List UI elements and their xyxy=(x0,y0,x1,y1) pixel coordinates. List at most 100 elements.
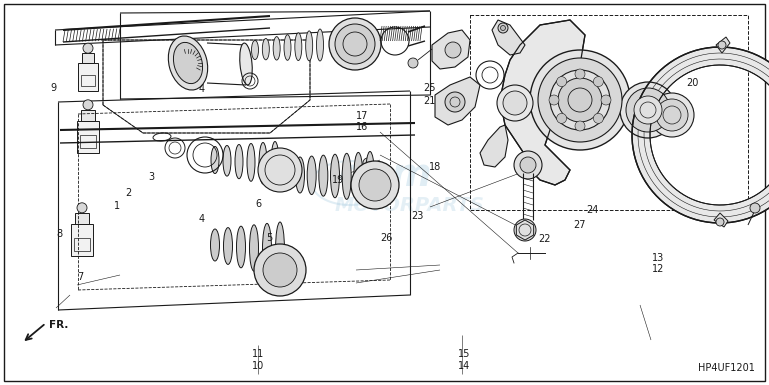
Ellipse shape xyxy=(262,38,269,60)
Ellipse shape xyxy=(275,222,285,278)
Circle shape xyxy=(445,92,465,112)
Circle shape xyxy=(335,24,375,64)
Ellipse shape xyxy=(224,228,232,264)
Circle shape xyxy=(575,121,585,131)
Polygon shape xyxy=(516,220,534,240)
Circle shape xyxy=(557,114,567,123)
Ellipse shape xyxy=(295,33,302,60)
Text: 13: 13 xyxy=(652,253,664,263)
Ellipse shape xyxy=(211,229,219,261)
Circle shape xyxy=(258,148,302,192)
Ellipse shape xyxy=(251,40,258,60)
Circle shape xyxy=(634,96,662,124)
Text: 4: 4 xyxy=(198,84,205,94)
Text: oem: oem xyxy=(338,156,432,194)
Polygon shape xyxy=(632,47,769,223)
Polygon shape xyxy=(492,20,525,55)
Circle shape xyxy=(263,253,297,287)
Text: 16: 16 xyxy=(356,122,368,132)
Ellipse shape xyxy=(295,157,305,193)
Circle shape xyxy=(558,78,602,122)
Text: 21: 21 xyxy=(424,96,436,106)
Text: 19: 19 xyxy=(332,175,345,185)
Text: 26: 26 xyxy=(380,233,392,243)
Ellipse shape xyxy=(305,31,313,61)
Circle shape xyxy=(497,85,533,121)
Text: 25: 25 xyxy=(424,83,436,93)
Bar xyxy=(359,177,377,203)
Text: 18: 18 xyxy=(429,162,441,172)
Circle shape xyxy=(363,158,373,168)
Text: 4: 4 xyxy=(198,214,205,224)
Ellipse shape xyxy=(284,35,291,60)
Bar xyxy=(75,213,89,224)
Polygon shape xyxy=(435,77,480,125)
Ellipse shape xyxy=(342,153,351,199)
Text: 17: 17 xyxy=(356,110,368,121)
Polygon shape xyxy=(480,125,508,167)
Circle shape xyxy=(549,95,559,105)
Ellipse shape xyxy=(262,223,271,275)
Polygon shape xyxy=(714,213,728,227)
Text: 5: 5 xyxy=(266,233,272,243)
Ellipse shape xyxy=(247,144,255,181)
Circle shape xyxy=(716,218,724,226)
Circle shape xyxy=(620,82,676,138)
Bar xyxy=(363,168,373,177)
Ellipse shape xyxy=(237,226,245,268)
Text: 23: 23 xyxy=(411,211,424,221)
Circle shape xyxy=(408,58,418,68)
Circle shape xyxy=(650,93,694,137)
Circle shape xyxy=(445,42,461,58)
Ellipse shape xyxy=(235,144,243,179)
Circle shape xyxy=(538,58,622,142)
Circle shape xyxy=(550,70,610,130)
Circle shape xyxy=(575,69,585,79)
Bar xyxy=(80,135,96,148)
Bar xyxy=(81,110,95,121)
Text: 20: 20 xyxy=(686,78,698,88)
Circle shape xyxy=(329,18,381,70)
Circle shape xyxy=(594,114,604,123)
Text: 1: 1 xyxy=(114,201,120,211)
Circle shape xyxy=(520,157,536,173)
Text: 7: 7 xyxy=(77,272,83,282)
Circle shape xyxy=(83,100,93,110)
Text: 22: 22 xyxy=(538,234,551,244)
Circle shape xyxy=(626,88,670,132)
Bar xyxy=(78,63,98,91)
Circle shape xyxy=(501,25,505,30)
Ellipse shape xyxy=(259,142,267,184)
Ellipse shape xyxy=(273,37,280,60)
Ellipse shape xyxy=(249,225,258,271)
Circle shape xyxy=(750,203,760,213)
Ellipse shape xyxy=(223,146,231,176)
Ellipse shape xyxy=(174,42,202,84)
Circle shape xyxy=(514,151,542,179)
Text: 2: 2 xyxy=(125,187,131,198)
Ellipse shape xyxy=(365,152,375,203)
Ellipse shape xyxy=(240,43,252,85)
Circle shape xyxy=(77,203,87,213)
Ellipse shape xyxy=(319,155,328,196)
Text: 15: 15 xyxy=(458,349,470,359)
Circle shape xyxy=(557,77,567,87)
Bar xyxy=(77,121,99,153)
Circle shape xyxy=(514,219,536,241)
Ellipse shape xyxy=(168,36,208,90)
Bar xyxy=(82,53,94,63)
Circle shape xyxy=(83,43,93,53)
Circle shape xyxy=(530,50,630,150)
Text: 14: 14 xyxy=(458,361,470,371)
Polygon shape xyxy=(432,30,470,69)
Text: 27: 27 xyxy=(573,220,585,230)
Text: 9: 9 xyxy=(50,83,56,93)
Circle shape xyxy=(498,23,508,33)
Text: 3: 3 xyxy=(148,172,155,182)
Circle shape xyxy=(503,91,527,115)
Polygon shape xyxy=(500,20,585,185)
Ellipse shape xyxy=(354,152,363,201)
Polygon shape xyxy=(716,37,730,53)
Ellipse shape xyxy=(317,29,324,61)
Ellipse shape xyxy=(331,154,339,198)
